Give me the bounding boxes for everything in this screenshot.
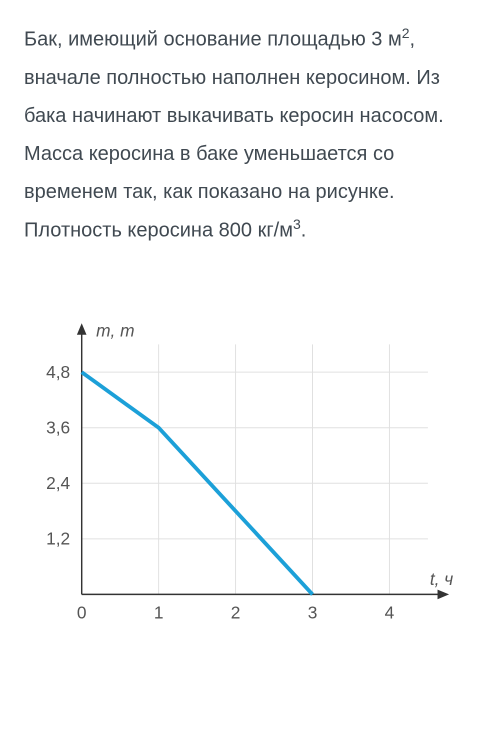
svg-text:4,8: 4,8 — [46, 362, 70, 382]
area-exp: 2 — [402, 25, 410, 41]
chart-svg: 1,2 2,4 3,6 4,8 0 1 2 3 4 m, т t, ч — [24, 309, 476, 649]
density-exp: 3 — [293, 216, 301, 232]
density-value: 800 — [219, 219, 252, 241]
svg-text:0: 0 — [77, 603, 87, 623]
text-part-1: Бак, имеющий основание площадью — [24, 29, 371, 51]
svg-text:m, т: m, т — [96, 321, 134, 341]
text-part-3: . — [301, 219, 307, 241]
svg-text:3,6: 3,6 — [46, 418, 70, 438]
labels: 1,2 2,4 3,6 4,8 0 1 2 3 4 m, т t, ч — [46, 321, 453, 623]
svg-text:3: 3 — [308, 603, 318, 623]
axes — [77, 324, 449, 600]
area-unit: м — [382, 29, 401, 51]
svg-text:2: 2 — [231, 603, 241, 623]
density-unit: кг/м — [252, 219, 293, 241]
problem-statement: Бак, имеющий основание площадью 3 м2, вн… — [24, 20, 476, 249]
area-value: 3 — [371, 29, 382, 51]
text-part-2: , вначале полностью наполнен керосином. … — [24, 29, 444, 242]
svg-text:2,4: 2,4 — [46, 473, 70, 493]
svg-text:1: 1 — [154, 603, 164, 623]
svg-text:4: 4 — [385, 603, 395, 623]
grid-lines — [82, 345, 428, 595]
svg-text:1,2: 1,2 — [46, 529, 70, 549]
svg-text:t, ч: t, ч — [430, 569, 453, 589]
mass-time-chart: 1,2 2,4 3,6 4,8 0 1 2 3 4 m, т t, ч — [24, 309, 476, 649]
